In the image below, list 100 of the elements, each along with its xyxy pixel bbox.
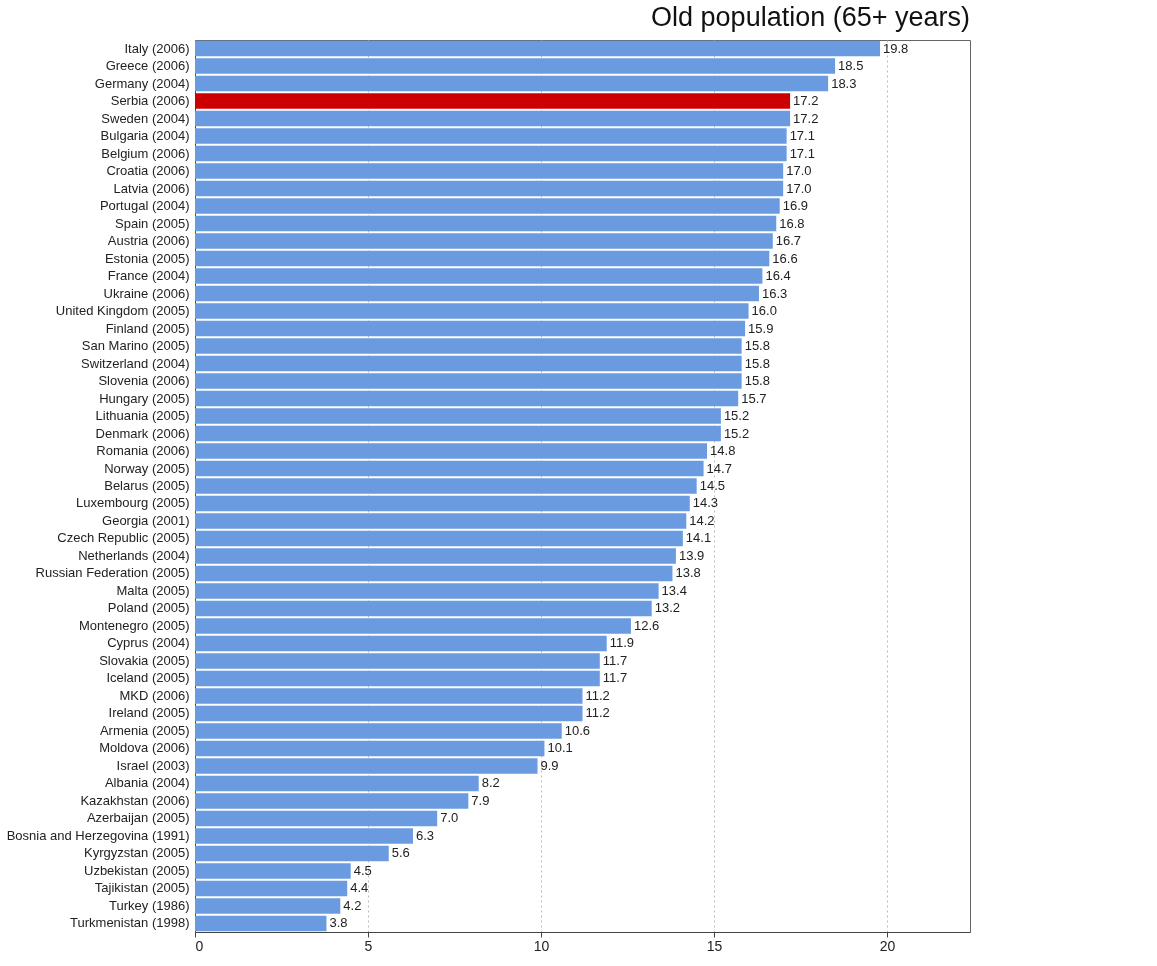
bar [195, 163, 784, 179]
y-tick-label: Kazakhstan (2006) [80, 792, 190, 808]
data-label: 14.5 [699, 478, 725, 493]
y-tick-label: Romania (2006) [96, 443, 190, 459]
data-label: 18.5 [838, 58, 864, 74]
y-tick-label: Bulgaria (2004) [100, 128, 190, 144]
data-label: 16.9 [782, 198, 809, 214]
y-tick-label: Slovenia (2006) [98, 373, 190, 389]
data-label: 15.9 [748, 320, 774, 336]
data-label: 13.9 [678, 547, 705, 563]
y-tick-label: Czech Republic (2005) [57, 530, 190, 546]
data-label: 13.2 [654, 600, 681, 616]
y-tick-label: Croatia (2006) [106, 163, 190, 179]
y-tick-label: Denmark (2006) [95, 425, 190, 441]
data-label: 17.2 [793, 93, 819, 109]
bar [195, 688, 583, 704]
data-label: 15.2 [723, 425, 750, 441]
bar [195, 548, 676, 564]
data-label: 11.2 [585, 705, 610, 721]
y-tick-label: Ukraine (2006) [103, 285, 190, 301]
bar [195, 653, 600, 669]
data-label: 4.5 [353, 862, 372, 878]
bar [195, 758, 538, 774]
y-tick-label: Norway (2005) [104, 460, 190, 476]
y-tick-label: Luxembourg (2005) [76, 495, 190, 511]
data-label: 11.7 [602, 670, 628, 686]
bar [195, 320, 746, 337]
bar [195, 443, 708, 459]
data-label: 8.2 [481, 775, 500, 791]
bar [195, 810, 438, 827]
y-tick-label: Estonia (2005) [104, 250, 190, 266]
y-tick-label: Latvia (2006) [113, 180, 190, 196]
y-tick-label: Israel (2003) [116, 757, 190, 773]
bar [195, 390, 739, 407]
x-tick-label: 0 [195, 937, 204, 954]
data-label: 19.8 [883, 40, 909, 56]
data-label: 6.3 [415, 827, 435, 843]
y-tick-label: Ireland (2005) [108, 705, 190, 721]
data-label: 16.7 [775, 233, 802, 249]
data-label: 7.9 [471, 792, 490, 808]
y-tick-label: Moldova (2006) [99, 740, 190, 756]
bar [195, 250, 770, 267]
data-label: 15.8 [744, 338, 770, 354]
y-tick-label: Italy (2006) [124, 40, 190, 56]
y-tick-label: Slovakia (2005) [99, 652, 190, 668]
data-label: 14.1 [685, 530, 712, 546]
bar [195, 495, 690, 512]
data-label: 11.9 [609, 635, 635, 651]
data-label: 10.1 [547, 740, 573, 756]
bar [195, 128, 787, 144]
y-tick-label: Turkmenistan (1998) [70, 915, 190, 931]
y-tick-label: Turkey (1986) [109, 897, 190, 913]
data-label: 14.3 [692, 495, 719, 511]
y-tick-label: Sweden (2004) [101, 110, 190, 126]
bar [195, 880, 348, 897]
bar [195, 145, 787, 162]
y-tick-label: United Kingdom (2005) [55, 303, 190, 319]
y-tick-label: Montenegro (2005) [78, 617, 190, 633]
y-tick-label: Belarus (2005) [104, 478, 190, 493]
data-label: 16.6 [772, 250, 798, 266]
bar [195, 670, 600, 687]
y-tick-label: Poland (2005) [107, 600, 190, 616]
data-label: 14.8 [710, 443, 736, 459]
data-label: 17.2 [793, 110, 819, 126]
data-label: 10.6 [564, 722, 591, 738]
y-tick-label: Hungary (2005) [99, 390, 190, 406]
bar [195, 705, 583, 722]
bar [195, 583, 659, 599]
y-tick-label: MKD (2006) [119, 687, 190, 703]
bar [195, 110, 791, 127]
bar [195, 425, 721, 442]
data-label: 5.6 [391, 845, 410, 861]
y-tick-label: Georgia (2001) [102, 512, 190, 528]
y-tick-label: Cyprus (2004) [107, 635, 190, 651]
data-label: 4.2 [343, 897, 362, 913]
bar [195, 600, 652, 617]
data-label: 13.8 [675, 565, 701, 581]
bar [195, 268, 763, 284]
y-tick-label: San Marino (2005) [81, 338, 190, 354]
data-label: 3.8 [329, 915, 348, 931]
bar [195, 740, 545, 757]
bar [195, 408, 721, 424]
y-tick-label: Belgium (2006) [101, 145, 190, 161]
data-label: 16.8 [779, 215, 805, 231]
bar [195, 233, 773, 249]
x-tick-label: 10 [533, 937, 550, 954]
data-label: 15.8 [744, 355, 770, 371]
y-tick-label: Malta (2005) [116, 582, 190, 598]
y-tick-label: Bosnia and Herzegovina (1991) [6, 827, 190, 843]
y-tick-label: Spain (2005) [115, 215, 190, 231]
y-tick-label: Greece (2006) [105, 58, 190, 74]
data-label: 14.2 [689, 512, 715, 528]
data-label: 17.0 [786, 180, 812, 196]
data-label: 15.2 [723, 408, 750, 424]
bar [195, 775, 479, 792]
y-tick-label: Netherlands (2004) [78, 547, 190, 563]
y-tick-label: Armenia (2005) [99, 722, 190, 738]
bar [195, 828, 413, 844]
bar [195, 863, 351, 879]
y-tick-label: Germany (2004) [94, 75, 190, 91]
